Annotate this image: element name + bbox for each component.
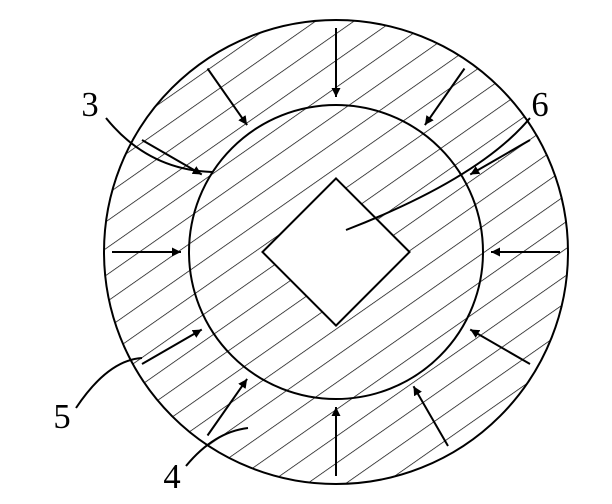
callout-label-4: 4 (163, 458, 180, 496)
callout-label-6: 6 (531, 86, 548, 124)
callout-leader-5 (76, 358, 142, 408)
technical-diagram: 3 6 5 4 (0, 0, 612, 504)
callout-label-3: 3 (81, 86, 98, 124)
callout-label-5: 5 (53, 398, 70, 436)
